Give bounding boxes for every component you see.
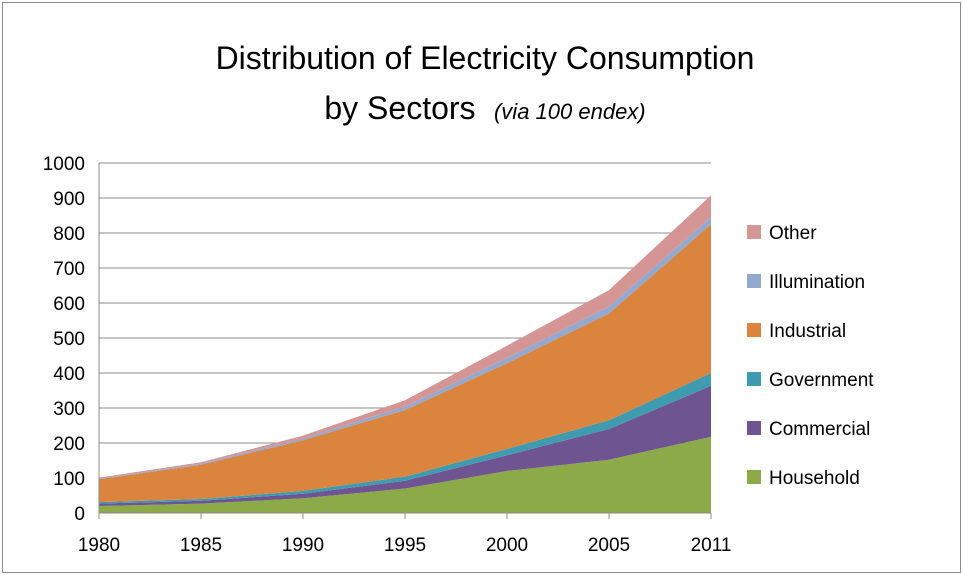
legend-swatch-other <box>747 225 761 239</box>
x-tick-label: 2000 <box>486 535 528 556</box>
chart-title-note: (via 100 endex) <box>494 99 646 124</box>
legend-label-government: Government <box>769 370 874 391</box>
y-tick-label: 1000 <box>43 154 85 175</box>
legend: Other Illumination Industrial Government Com… <box>747 223 874 489</box>
area-commercial <box>99 385 711 506</box>
legend-label-illumination: Illumination <box>769 272 865 293</box>
legend-swatch-household <box>747 470 761 484</box>
y-tick-label: 600 <box>53 294 85 315</box>
y-tick-label: 200 <box>53 434 85 455</box>
x-tick-label: 1980 <box>78 535 120 556</box>
legend-swatch-industrial <box>747 323 761 337</box>
legend-label-household: Household <box>769 468 860 489</box>
x-tick-label: 2005 <box>588 535 630 556</box>
y-tick-label: 800 <box>53 224 85 245</box>
legend-swatch-commercial <box>747 421 761 435</box>
legend-swatch-illumination <box>747 274 761 288</box>
chart-title-line1: Distribution of Electricity Consumption <box>216 40 755 76</box>
y-tick-label: 400 <box>53 364 85 385</box>
area-government <box>99 373 711 504</box>
area-household <box>99 436 711 513</box>
x-tick-label: 2011 <box>691 535 732 556</box>
y-tick-label: 300 <box>53 399 85 420</box>
legend-swatch-government <box>747 372 761 386</box>
area-industrial <box>99 224 711 503</box>
y-tick-label: 0 <box>74 504 85 525</box>
legend-label-industrial: Industrial <box>769 321 846 342</box>
y-tick-label: 100 <box>53 469 85 490</box>
chart: Distribution of Electricity Consumption … <box>43 40 875 556</box>
gridlines <box>99 162 711 479</box>
legend-label-other: Other <box>769 223 817 244</box>
plot-areas <box>99 195 711 513</box>
axes: 0 100 200 300 400 500 600 700 800 900 1000 1980 1985… <box>43 154 732 556</box>
legend-label-commercial: Commercial <box>769 419 870 440</box>
y-tick-label: 700 <box>53 259 85 280</box>
x-tick-label: 1985 <box>180 535 222 556</box>
chart-title-line2: by Sectors (via 100 endex) <box>324 90 645 126</box>
y-tick-label: 500 <box>53 329 85 350</box>
y-tick-label: 900 <box>53 189 85 210</box>
x-tick-label: 1990 <box>282 535 324 556</box>
chart-title-main: by Sectors <box>324 90 475 126</box>
x-tick-label: 1995 <box>384 535 426 556</box>
